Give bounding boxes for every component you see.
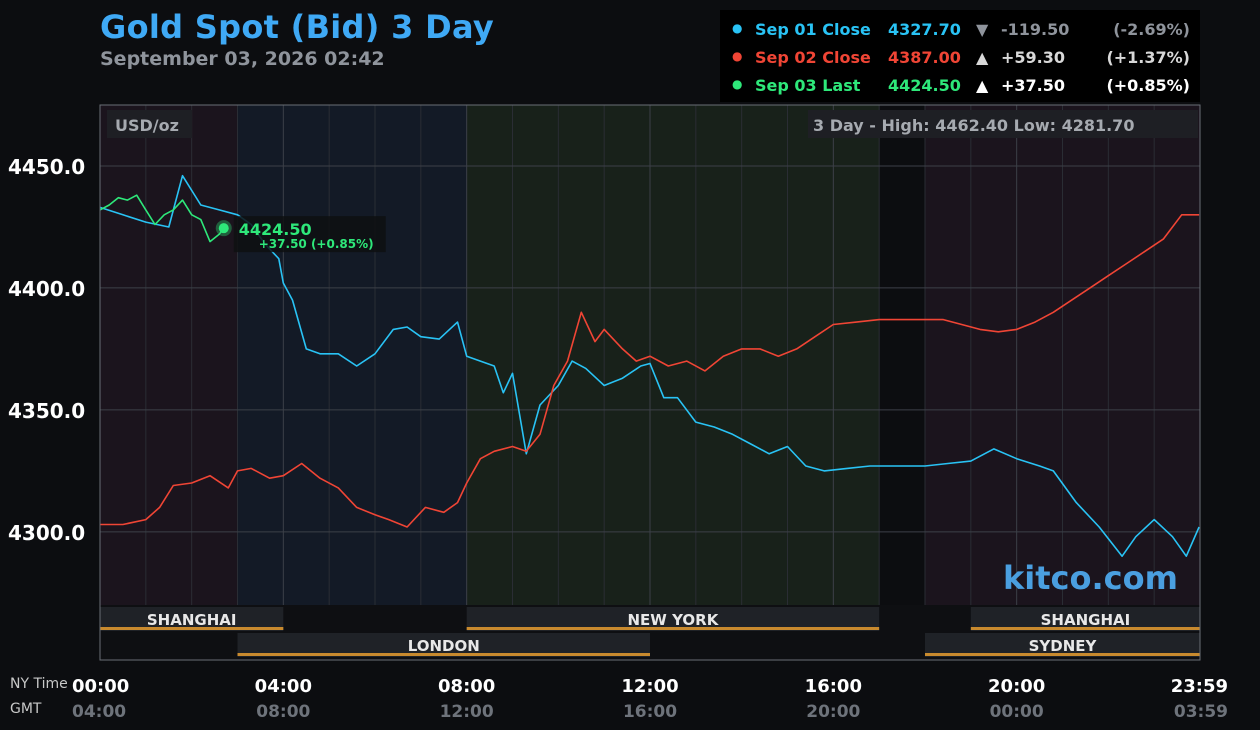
ny-session-shade [466,105,880,605]
series-line-sep-01 [99,174,1200,558]
x-tick-label-ny: 00:00 [72,676,129,697]
legend-change: +37.50 [1001,76,1066,95]
session-underline [100,627,284,630]
last-price-value: 4424.50 [239,220,312,239]
session-label: SHANGHAI [147,611,237,629]
range-box [808,110,1198,138]
session-label: NEW YORK [628,611,720,629]
legend-percent: (-2.69%) [1113,20,1190,39]
x-tick-label-ny: 23:59 [1171,676,1228,697]
chart-title: Gold Spot (Bid) 3 Day [100,8,495,46]
y-tick-label: 4350.0 [8,399,85,423]
legend-name: Sep 02 Close [755,48,871,67]
legend-change: +59.30 [1001,48,1066,67]
x-tick-label-gmt: 04:00 [72,702,126,722]
gmt-label: GMT [10,701,42,717]
london-session-shade [237,105,467,605]
legend-value: 4327.70 [888,20,961,39]
x-tick-label-gmt: 00:00 [990,702,1044,722]
legend-name: Sep 01 Close [755,20,871,39]
series-line-sep-02 [100,214,1200,528]
watermark: kitco.com [1003,559,1178,597]
legend-percent: (+1.37%) [1106,48,1190,67]
legend-dot-icon: ● [732,21,743,35]
legend-percent: (+0.85%) [1106,76,1190,95]
legend-row-sep03: ● Sep 03 Last 4424.50 ▲ +37.50 (+0.85%) [720,70,1200,98]
session-underline [466,627,880,630]
down-arrow-icon: ▼ [976,20,989,39]
legend-name: Sep 03 Last [755,76,861,95]
chart-subtitle-date: September 03, 2026 02:42 [100,48,385,70]
x-tick-label-gmt: 16:00 [623,702,677,722]
legend-value: 4387.00 [888,48,961,67]
last-price-change: +37.50 (+0.85%) [259,237,374,251]
y-tick-label: 4400.0 [8,277,85,301]
last-price-dot [218,223,229,234]
x-tick-label-gmt: 08:00 [256,702,310,722]
legend-dot-icon: ● [732,49,743,63]
session-label: SYDNEY [1029,637,1098,655]
y-tick-label: 4300.0 [8,521,85,545]
closed-gap-shade [879,105,925,605]
asia-session-shade [100,105,238,605]
session-label: LONDON [408,637,480,655]
unit-box [107,110,192,138]
x-tick-label-gmt: 03:59 [1174,702,1228,722]
legend: ● Sep 01 Close 4327.70 ▼ -119.50 (-2.69%… [720,10,1200,102]
session-underline [237,653,650,656]
legend-change: -119.50 [1001,20,1070,39]
up-arrow-icon: ▲ [976,76,989,95]
unit-label: USD/oz [115,116,179,135]
x-tick-label-ny: 04:00 [255,676,312,697]
x-tick-label-ny: 20:00 [988,676,1045,697]
session-underline [925,653,1200,656]
y-tick-label: 4450.0 [8,155,85,179]
range-high-low: 3 Day - High: 4462.40 Low: 4281.70 [813,116,1134,135]
legend-dot-icon: ● [732,77,743,91]
series-line-sep-03 [99,194,225,243]
x-tick-label-gmt: 12:00 [440,702,494,722]
x-tick-label-ny: 08:00 [438,676,495,697]
x-tick-label-ny: 16:00 [805,676,862,697]
legend-row-sep01: ● Sep 01 Close 4327.70 ▼ -119.50 (-2.69%… [720,14,1200,42]
last-price-box [233,216,386,253]
up-arrow-icon: ▲ [976,48,989,67]
plot-border [99,104,1201,661]
session-label: SHANGHAI [1041,611,1131,629]
ny-time-label: NY Time [10,676,68,692]
x-tick-label-gmt: 20:00 [806,702,860,722]
session-underline [970,627,1200,630]
legend-value: 4424.50 [888,76,961,95]
legend-row-sep02: ● Sep 02 Close 4387.00 ▲ +59.30 (+1.37%) [720,42,1200,70]
x-tick-label-ny: 12:00 [621,676,678,697]
